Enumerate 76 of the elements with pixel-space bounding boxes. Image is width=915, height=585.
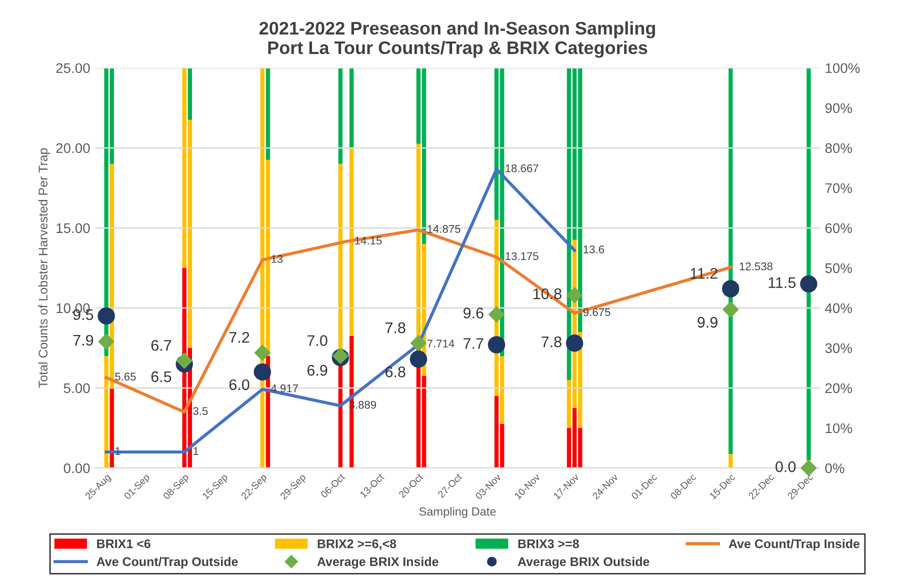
data-label: 9.6 bbox=[464, 308, 484, 318]
point bbox=[254, 344, 270, 361]
data-label: 11.5 bbox=[768, 277, 796, 288]
chart-title: 2021-2022 Preseason and In-Season Sampling Port La Tour Counts/Trap & BRIX Categories bbox=[259, 21, 655, 58]
point bbox=[722, 280, 740, 298]
bar bbox=[806, 68, 811, 460]
y2-tick-label: 100% bbox=[826, 63, 860, 74]
data-label: 6.5 bbox=[151, 371, 172, 382]
data-label: 7.0 bbox=[307, 335, 328, 346]
data-label: 4.917 bbox=[270, 384, 298, 392]
y2-tick-label: 60% bbox=[825, 223, 852, 234]
data-label: 9.9 bbox=[698, 316, 718, 328]
data-label: 0.0 bbox=[776, 461, 796, 472]
data-label: 7.9 bbox=[73, 334, 94, 346]
y2-tick-label: 70% bbox=[825, 183, 852, 194]
data-label: 12.538 bbox=[740, 262, 772, 270]
data-label: 7.8 bbox=[386, 322, 406, 334]
y-tick-label: 25.00 bbox=[56, 63, 90, 74]
bar bbox=[266, 68, 270, 160]
y-tick-label: 20.00 bbox=[56, 143, 90, 154]
y2-tick-label: 0% bbox=[825, 463, 844, 474]
legend-label: BRIX2 >=6,<8 bbox=[318, 539, 396, 550]
data-label: 13.175 bbox=[506, 252, 538, 260]
legend-label: Average BRIX Inside bbox=[317, 556, 438, 569]
point bbox=[410, 335, 426, 352]
data-label: 6.9 bbox=[307, 364, 328, 376]
point bbox=[98, 307, 115, 325]
data-label: 6.7 bbox=[151, 340, 172, 351]
y-tick-label: 5.00 bbox=[64, 383, 90, 394]
legend-label: Ave Count/Trap Outside bbox=[96, 556, 238, 569]
data-label: 18.667 bbox=[506, 164, 538, 172]
point bbox=[98, 334, 114, 350]
point bbox=[566, 287, 583, 304]
y2-tick-label: 90% bbox=[825, 103, 852, 114]
data-label: 14.15 bbox=[355, 236, 382, 245]
bar bbox=[349, 68, 354, 148]
bar bbox=[728, 454, 733, 468]
point bbox=[800, 275, 818, 293]
data-label: 13.6 bbox=[584, 245, 604, 254]
y2-tick-label: 30% bbox=[825, 343, 852, 354]
data-label: 7.7 bbox=[464, 338, 484, 349]
data-label: 1 bbox=[194, 447, 198, 455]
data-label: 14.875 bbox=[428, 225, 460, 233]
x-axis-title: Sampling Date bbox=[419, 506, 496, 518]
data-label: 5.65 bbox=[115, 372, 136, 381]
y2-tick-label: 20% bbox=[825, 383, 852, 394]
bar bbox=[110, 388, 114, 468]
bar bbox=[338, 68, 343, 164]
data-label: 7.8 bbox=[542, 336, 562, 348]
y2-tick-label: 50% bbox=[825, 263, 852, 274]
y2-tick-label: 10% bbox=[826, 423, 852, 434]
point bbox=[488, 336, 506, 354]
point bbox=[254, 363, 272, 381]
point bbox=[800, 460, 817, 476]
y-tick-label: 15.00 bbox=[56, 223, 90, 234]
y2-tick-label: 80% bbox=[825, 143, 852, 154]
point bbox=[410, 350, 428, 368]
point bbox=[722, 302, 739, 318]
point bbox=[176, 352, 192, 369]
data-label: 7.714 bbox=[427, 340, 454, 348]
data-label: 6.0 bbox=[229, 379, 250, 390]
data-label: 6.8 bbox=[386, 366, 406, 378]
bar bbox=[188, 68, 192, 120]
legend-label: BRIX3 >=8 bbox=[518, 539, 579, 548]
point bbox=[566, 334, 584, 352]
data-label: 9.675 bbox=[583, 308, 610, 316]
bar bbox=[349, 148, 354, 336]
point bbox=[488, 306, 504, 322]
legend-label: Ave Count/Trap Inside bbox=[728, 539, 860, 551]
data-label: 3.5 bbox=[193, 407, 208, 415]
data-label: 7.2 bbox=[229, 332, 250, 343]
legend-label: Average BRIX Outside bbox=[518, 556, 650, 569]
y-tick-label: 0.00 bbox=[64, 463, 90, 474]
y-axis-title: Total Counts of Lobster Harvested Per Trap bbox=[38, 148, 50, 388]
legend-label: BRIX1 <6 bbox=[97, 539, 150, 548]
y2-tick-label: 40% bbox=[825, 303, 852, 314]
